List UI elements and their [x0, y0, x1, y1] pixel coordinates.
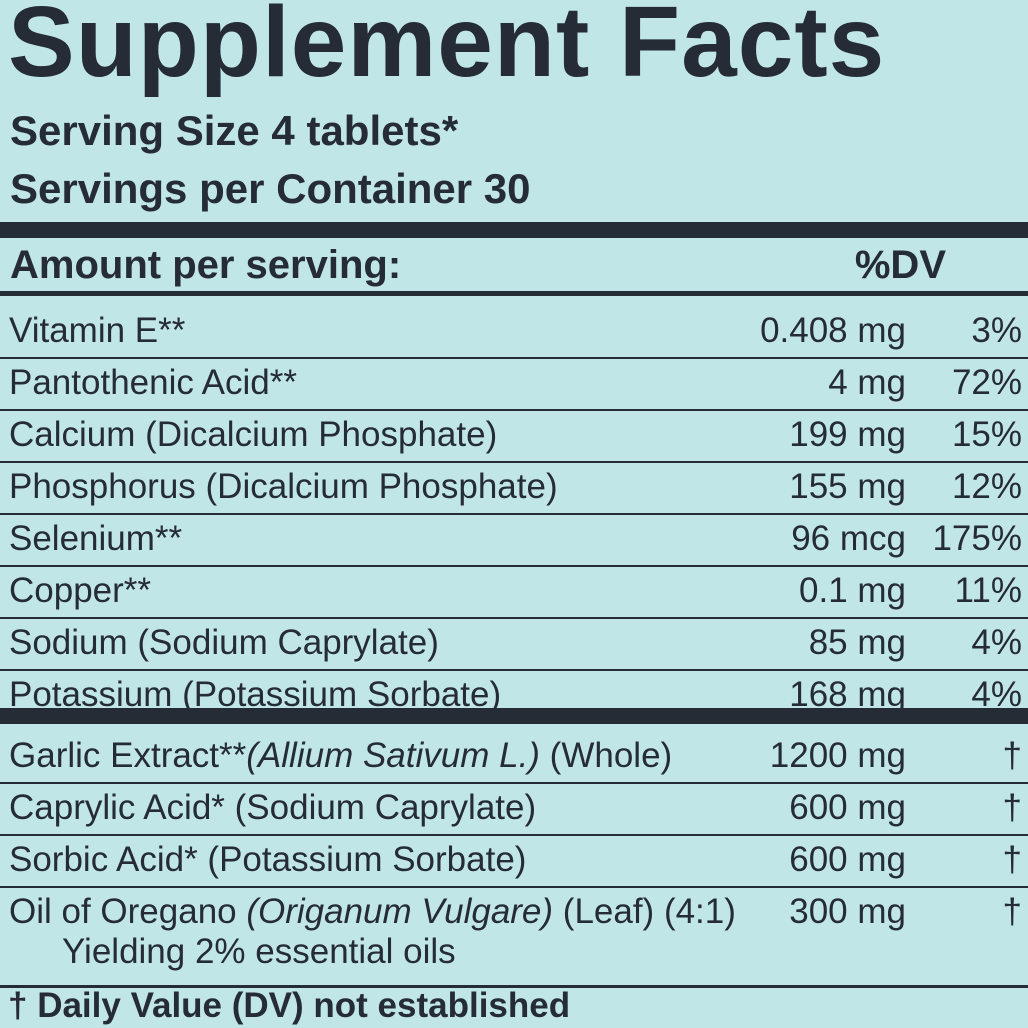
nutrient-dv: 12% — [951, 467, 1022, 506]
ingredient-amount: 600 mg — [789, 840, 906, 879]
nutrient-row: Copper** 0.1 mg 11% — [0, 567, 1028, 619]
nutrient-name: Selenium** — [9, 519, 183, 558]
ingredient-amount: 600 mg — [789, 788, 906, 827]
nutrient-amount: 96 mcg — [791, 519, 906, 558]
ingredient-name: Garlic Extract**(Allium Sativum L.) (Who… — [9, 736, 673, 775]
ingredient-amount: 1200 mg — [769, 736, 906, 775]
nutrient-dv: 11% — [954, 571, 1022, 610]
nutrient-dv: 15% — [951, 415, 1022, 454]
nutrient-name: Sodium (Sodium Caprylate) — [9, 623, 439, 662]
amount-per-serving-header: Amount per serving: — [10, 243, 402, 287]
divider-thick — [0, 222, 1028, 238]
ingredient-note: Yielding 2% essential oils — [62, 932, 456, 971]
nutrient-amount: 4 mg — [828, 363, 906, 402]
daily-value-footnote: † Daily Value (DV) not established — [8, 986, 571, 1025]
nutrient-row: Phosphorus (Dicalcium Phosphate) 155 mg … — [0, 463, 1028, 515]
nutrient-row: Calcium (Dicalcium Phosphate) 199 mg 15% — [0, 411, 1028, 463]
nutrient-dv: 72% — [951, 363, 1022, 402]
panel-title: Supplement Facts — [8, 0, 886, 98]
nutrient-dv: 4% — [971, 675, 1022, 714]
nutrient-row: Selenium** 96 mcg 175% — [0, 515, 1028, 567]
ingredient-dv: † — [1002, 840, 1022, 879]
divider-medium — [0, 291, 1028, 296]
nutrient-name: Calcium (Dicalcium Phosphate) — [9, 415, 498, 454]
nutrient-amount: 0.408 mg — [760, 311, 906, 350]
ingredient-row: Caprylic Acid* (Sodium Caprylate) 600 mg… — [0, 784, 1028, 836]
ingredient-dv: † — [1002, 892, 1022, 931]
nutrient-row: Potassium (Potassium Sorbate) 168 mg 4% — [0, 671, 1028, 721]
nutrient-amount: 168 mg — [789, 675, 906, 714]
divider-thick — [0, 708, 1028, 724]
ingredient-row: Sorbic Acid* (Potassium Sorbate) 600 mg … — [0, 836, 1028, 888]
ingredient-dv: † — [1002, 736, 1022, 775]
nutrient-amount: 199 mg — [789, 415, 906, 454]
nutrient-dv: 175% — [932, 519, 1022, 558]
ingredient-name: Caprylic Acid* (Sodium Caprylate) — [9, 788, 537, 827]
ingredient-row: Oil of Oregano (Origanum Vulgare) (Leaf)… — [0, 888, 1028, 976]
nutrient-dv: 3% — [971, 311, 1022, 350]
nutrient-name: Vitamin E** — [9, 311, 186, 350]
nutrient-name: Phosphorus (Dicalcium Phosphate) — [9, 467, 558, 506]
ingredient-list: Garlic Extract**(Allium Sativum L.) (Who… — [0, 732, 1028, 976]
nutrient-amount: 0.1 mg — [799, 571, 906, 610]
ingredient-row: Garlic Extract**(Allium Sativum L.) (Who… — [0, 732, 1028, 784]
nutrient-amount: 85 mg — [808, 623, 906, 662]
nutrient-row: Sodium (Sodium Caprylate) 85 mg 4% — [0, 619, 1028, 671]
ingredient-name: Sorbic Acid* (Potassium Sorbate) — [9, 840, 527, 879]
nutrient-name: Copper** — [9, 571, 152, 610]
nutrient-name: Pantothenic Acid** — [9, 363, 297, 402]
nutrient-row: Vitamin E** 0.408 mg 3% — [0, 307, 1028, 359]
nutrient-name: Potassium (Potassium Sorbate) — [9, 675, 502, 714]
ingredient-name: Oil of Oregano (Origanum Vulgare) (Leaf)… — [9, 892, 736, 931]
nutrient-amount: 155 mg — [789, 467, 906, 506]
ingredient-amount: 300 mg — [789, 892, 906, 931]
daily-value-header: %DV — [854, 243, 946, 287]
divider-thin — [0, 985, 1028, 988]
nutrient-row: Pantothenic Acid** 4 mg 72% — [0, 359, 1028, 411]
nutrient-list: Vitamin E** 0.408 mg 3% Pantothenic Acid… — [0, 307, 1028, 721]
servings-per-container: Servings per Container 30 — [10, 165, 531, 212]
serving-size: Serving Size 4 tablets* — [10, 107, 459, 154]
nutrient-dv: 4% — [971, 623, 1022, 662]
ingredient-dv: † — [1002, 788, 1022, 827]
